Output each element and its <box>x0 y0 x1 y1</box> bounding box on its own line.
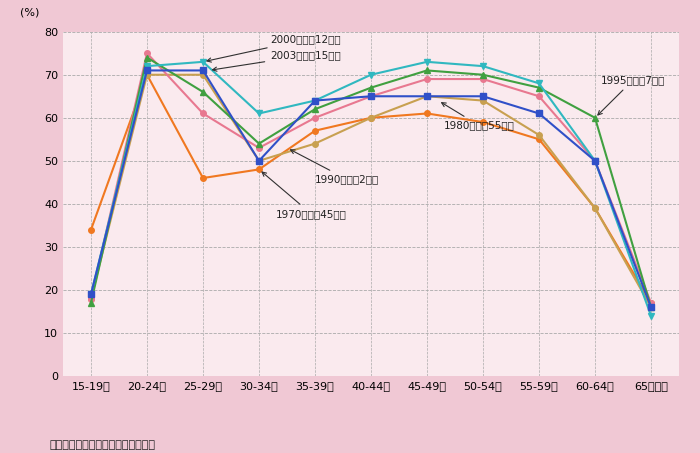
1995（平成7）年 <box>535 85 543 90</box>
1980（昭和55）年 <box>143 72 151 77</box>
2000（平成12）年 <box>479 63 487 69</box>
Text: 2000（平成12）年: 2000（平成12）年 <box>207 34 341 62</box>
1995（平成7）年 <box>367 85 375 90</box>
1980（昭和55）年 <box>535 132 543 138</box>
1970（昭和45）年 <box>647 300 655 305</box>
1990（平成00ef）年 <box>423 76 431 82</box>
2000（平成12）年 <box>87 292 95 297</box>
2000（平成12）年 <box>591 158 599 164</box>
1995（平成7）年 <box>311 106 319 112</box>
Line: 2000（平成12）年: 2000（平成12）年 <box>88 58 654 319</box>
2003（平成15）年 <box>647 304 655 310</box>
2000（平成12）年 <box>199 59 207 65</box>
1990（平成00ef）年 <box>87 296 95 301</box>
1980（昭和55）年 <box>199 72 207 77</box>
2003（平成15）年 <box>367 94 375 99</box>
1995（平成7）年 <box>591 115 599 120</box>
1970（昭和45）年 <box>367 115 375 120</box>
1980（昭和55）年 <box>423 94 431 99</box>
2000（平成12）年 <box>255 111 263 116</box>
2003（平成15）年 <box>423 94 431 99</box>
1995（平成7）年 <box>87 300 95 305</box>
2003（平成15）年 <box>87 292 95 297</box>
2003（平成15）年 <box>311 98 319 103</box>
Text: 2003（平成15）年: 2003（平成15）年 <box>213 50 341 71</box>
1990（平成00ef）年 <box>255 145 263 150</box>
1990（平成00ef）年 <box>479 76 487 82</box>
1995（平成7）年 <box>647 304 655 310</box>
1980（昭和55）年 <box>591 205 599 211</box>
1995（平成7）年 <box>255 141 263 146</box>
1995（平成7）年 <box>479 72 487 77</box>
1995（平成7）年 <box>143 55 151 60</box>
1970（昭和45）年 <box>535 137 543 142</box>
2003（平成15）年 <box>255 158 263 164</box>
1970（昭和45）年 <box>143 72 151 77</box>
2000（平成12）年 <box>367 72 375 77</box>
2000（平成12）年 <box>535 81 543 86</box>
2003（平成15）年 <box>535 111 543 116</box>
2003（平成15）年 <box>479 94 487 99</box>
Line: 1970（昭和45）年: 1970（昭和45）年 <box>88 72 654 306</box>
1980（昭和55）年 <box>647 304 655 310</box>
1980（昭和55）年 <box>311 141 319 146</box>
1970（昭和45）年 <box>87 227 95 232</box>
2000（平成12）年 <box>311 98 319 103</box>
1990（平成00ef）年 <box>311 115 319 120</box>
1980（昭和55）年 <box>87 296 95 301</box>
Text: 1980（昭和55）年: 1980（昭和55）年 <box>442 103 514 130</box>
Text: 1990（平成2）年: 1990（平成2）年 <box>290 150 379 184</box>
1990（平成00ef）年 <box>535 94 543 99</box>
1970（昭和45）年 <box>311 128 319 134</box>
2000（平成12）年 <box>423 59 431 65</box>
2003（平成15）年 <box>143 68 151 73</box>
1970（昭和45）年 <box>591 205 599 211</box>
1990（平成00ef）年 <box>143 50 151 56</box>
1995（平成7）年 <box>199 89 207 95</box>
2003（平成15）年 <box>591 158 599 164</box>
Line: 2003（平成15）年: 2003（平成15）年 <box>88 67 654 310</box>
Line: 1990（平成00ef）年: 1990（平成00ef）年 <box>88 50 654 306</box>
1980（昭和55）年 <box>479 98 487 103</box>
Line: 1980（昭和55）年: 1980（昭和55）年 <box>88 72 654 310</box>
1990（平成00ef）年 <box>591 158 599 164</box>
2003（平成15）年 <box>199 68 207 73</box>
1990（平成00ef）年 <box>199 111 207 116</box>
2000（平成12）年 <box>647 313 655 318</box>
1980（昭和55）年 <box>367 115 375 120</box>
1970（昭和45）年 <box>199 175 207 181</box>
1980（昭和55）年 <box>255 158 263 164</box>
1990（平成00ef）年 <box>367 94 375 99</box>
Text: 資料：総務省統計局「労働力調査」: 資料：総務省統計局「労働力調査」 <box>49 440 155 450</box>
1970（昭和45）年 <box>423 111 431 116</box>
1970（昭和45）年 <box>479 119 487 125</box>
2000（平成12）年 <box>143 63 151 69</box>
1990（平成00ef）年 <box>647 300 655 305</box>
Line: 1995（平成7）年: 1995（平成7）年 <box>88 54 654 311</box>
1995（平成7）年 <box>423 68 431 73</box>
Text: 1995（平成7）年: 1995（平成7）年 <box>598 75 665 115</box>
Text: (%): (%) <box>20 8 39 18</box>
1970（昭和45）年 <box>255 167 263 172</box>
Text: 1970（昭和45）年: 1970（昭和45）年 <box>262 172 346 219</box>
